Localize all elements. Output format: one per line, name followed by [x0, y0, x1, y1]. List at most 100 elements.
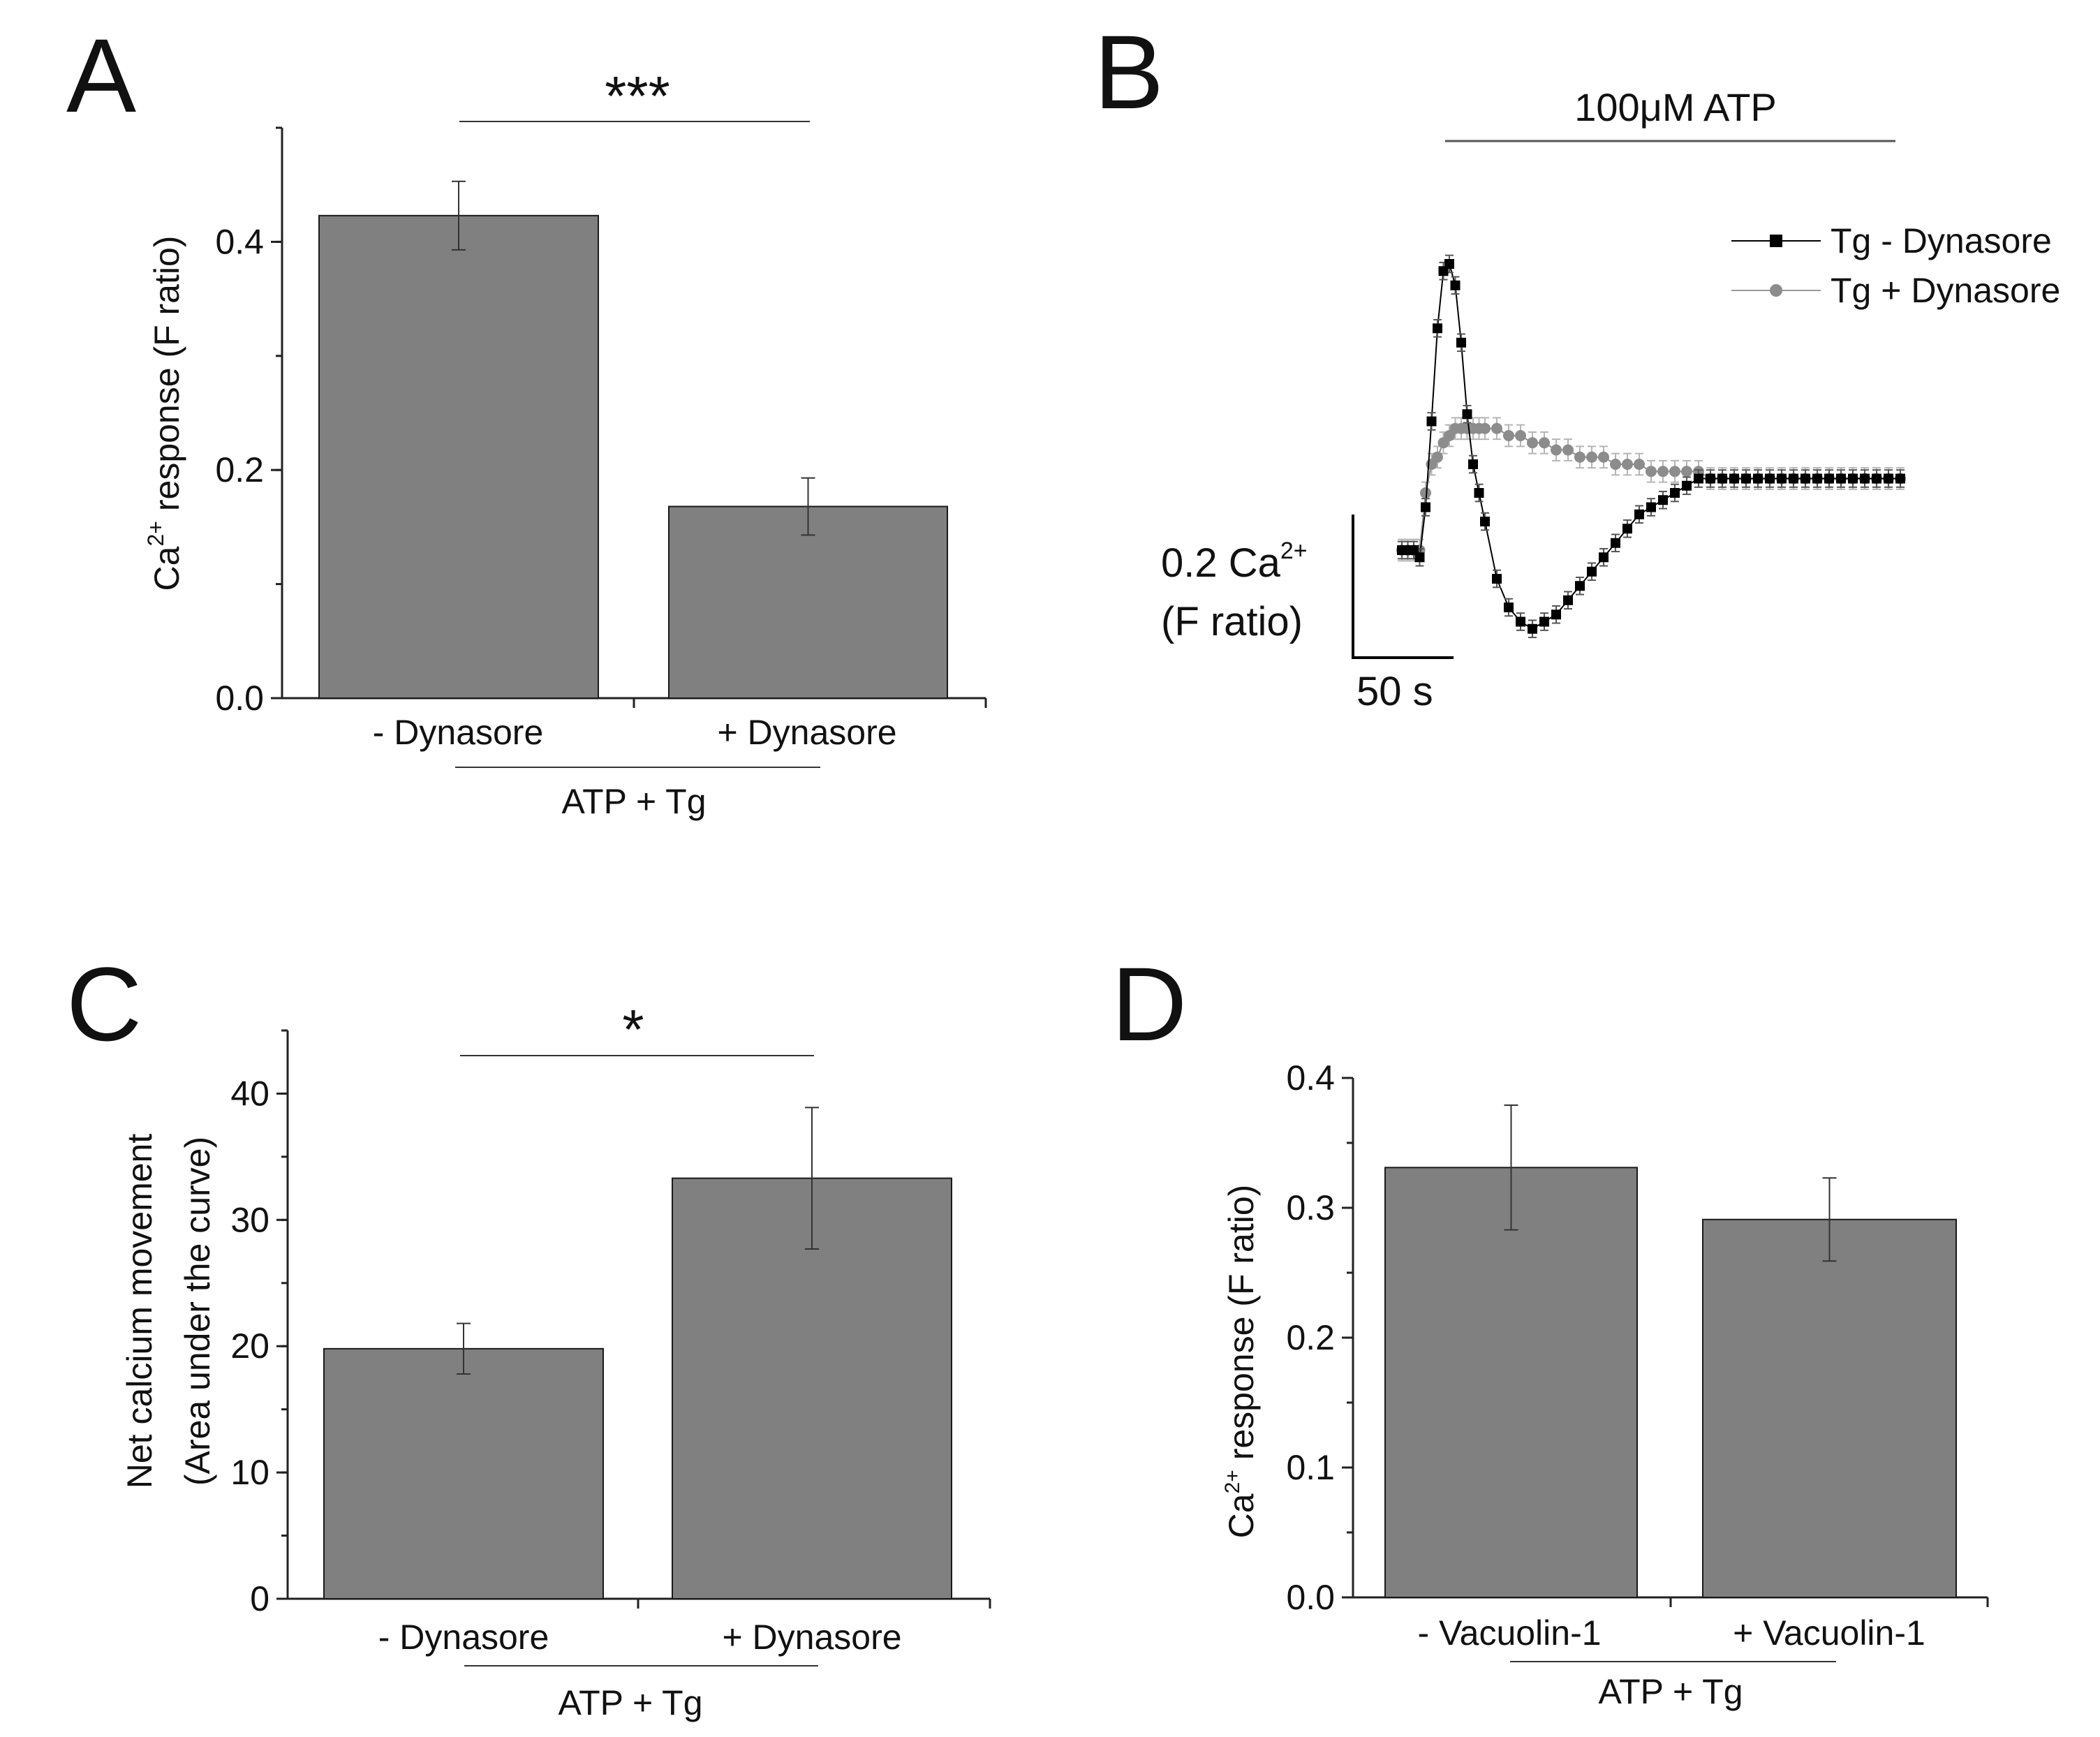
- data-point: [1421, 502, 1430, 512]
- panel-a-y-axis-title: Ca2+ response (F ratio): [143, 236, 186, 591]
- data-point: [1848, 473, 1858, 484]
- data-point: [1669, 466, 1680, 478]
- scale-bar: 0.2 Ca2+ (F ratio) 50 s: [1161, 515, 1454, 714]
- data-point: [1824, 473, 1834, 484]
- panel-c-y-axis-title-line2: (Area under the curve): [178, 1137, 217, 1486]
- legend-label-minus: Tg - Dynasore: [1831, 221, 2052, 260]
- data-point: [1462, 409, 1472, 420]
- data-point: [1872, 473, 1881, 484]
- scale-bar-y-value: 0.2 Ca: [1161, 540, 1281, 586]
- panel-c-category-labels: - Dynasore + Dynasore: [378, 1618, 902, 1657]
- data-point: [1657, 466, 1669, 478]
- data-point: [1468, 459, 1478, 469]
- data-point: [1646, 502, 1656, 512]
- panel-a: A 0.0 0.2 0.4 - Dynasore + Dynasore ATP + …: [66, 17, 987, 821]
- legend-marker-minus: [1770, 235, 1782, 247]
- y-tick-label: 0.0: [215, 679, 264, 718]
- data-point: [1610, 459, 1621, 470]
- data-point: [1800, 473, 1810, 484]
- panel-a-group-label: ATP + Tg: [561, 782, 706, 821]
- data-point: [1575, 581, 1585, 591]
- data-point: [1777, 473, 1787, 484]
- data-point: [1433, 323, 1442, 334]
- y-tick-label: 30: [230, 1200, 269, 1239]
- data-point: [1860, 473, 1870, 484]
- y-tick-label: 0.1: [1286, 1448, 1335, 1487]
- series-tg-minus-dynasore: [1397, 254, 1905, 639]
- panel-letter-c: C: [66, 945, 142, 1063]
- data-point: [1432, 451, 1443, 463]
- data-point: [1444, 259, 1454, 269]
- panel-d-y-axis-title: Ca2+ response (F ratio): [1221, 1185, 1261, 1539]
- panel-d-y-title-main: Ca: [1222, 1493, 1261, 1538]
- data-point: [1717, 473, 1727, 484]
- data-point: [1658, 495, 1668, 505]
- panel-d-category-label: - Vacuolin-1: [1417, 1613, 1601, 1653]
- data-point: [1729, 473, 1739, 484]
- panel-a-y-ticks: 0.0 0.2 0.4: [215, 126, 282, 718]
- panel-b-legend: Tg - Dynasore Tg + Dynasore: [1731, 221, 2060, 310]
- panel-letter-a: A: [66, 17, 136, 134]
- data-point: [1456, 337, 1466, 348]
- data-point: [1562, 444, 1574, 456]
- data-point: [1474, 488, 1484, 498]
- data-point: [1634, 509, 1644, 519]
- data-point: [1551, 444, 1562, 456]
- data-point: [1587, 566, 1597, 577]
- data-point: [1622, 459, 1633, 470]
- data-point: [1503, 430, 1514, 441]
- panel-c-y-axis-title-line1: Net calcium movement: [120, 1134, 159, 1489]
- scale-bar-y-label: 0.2 Ca2+: [1161, 538, 1308, 586]
- panel-d-category-labels: - Vacuolin-1 + Vacuolin-1: [1417, 1613, 1925, 1653]
- scale-bar-x-label: 50 s: [1356, 669, 1433, 714]
- data-point: [1789, 473, 1798, 484]
- data-point: [1599, 552, 1609, 563]
- scale-bar-y-superscript: 2+: [1280, 538, 1308, 564]
- data-point: [1634, 459, 1645, 470]
- bar: [323, 1347, 604, 1599]
- data-point: [1491, 422, 1502, 434]
- panel-a-category-label: + Dynasore: [717, 713, 896, 752]
- data-point: [1426, 416, 1437, 427]
- data-point: [1670, 488, 1680, 498]
- data-point: [1812, 473, 1822, 484]
- legend-label-plus: Tg + Dynasore: [1831, 271, 2060, 310]
- data-point: [1450, 280, 1461, 290]
- data-point: [1539, 616, 1549, 627]
- y-tick-label: 0.4: [215, 222, 264, 261]
- panel-a-significance-marker: ***: [605, 65, 670, 127]
- legend-marker-plus: [1770, 284, 1782, 297]
- panel-a-category-labels: - Dynasore + Dynasore: [373, 713, 897, 752]
- data-point: [1528, 623, 1537, 634]
- panel-d-y-title-superscript: 2+: [1221, 1470, 1244, 1493]
- panel-c-bars: [323, 1107, 952, 1599]
- data-point: [1622, 524, 1632, 534]
- data-point: [1694, 473, 1703, 484]
- series-tg-plus-dynasore: [1396, 417, 1906, 562]
- y-tick-label: 10: [230, 1453, 269, 1492]
- y-tick-label: 20: [230, 1326, 269, 1366]
- data-point: [1598, 451, 1609, 463]
- bar: [1702, 1218, 1957, 1598]
- data-point: [1895, 473, 1905, 484]
- panel-d-y-ticks: 0.0 0.1 0.2 0.3 0.4: [1286, 1058, 1353, 1617]
- panel-b: B 100μM ATP Tg - Dynasore Tg + Dynasore …: [1094, 13, 2060, 714]
- data-point: [1527, 437, 1538, 449]
- data-point: [1706, 473, 1715, 484]
- data-point: [1681, 466, 1692, 478]
- bar: [318, 214, 599, 699]
- panel-d-y-title-rest: response (F ratio): [1222, 1185, 1261, 1470]
- y-tick-label: 0.4: [1286, 1058, 1335, 1097]
- series-line: [1402, 262, 1900, 630]
- y-tick-label: 0.0: [1286, 1578, 1335, 1617]
- bar: [1384, 1167, 1638, 1598]
- y-tick-label: 0: [250, 1579, 269, 1618]
- panel-c: C 0 10 20 30 40 - Dynasore + Dynasore ATP + …: [66, 945, 991, 1722]
- panel-a-y-title-rest: response (F ratio): [147, 236, 186, 521]
- data-point: [1563, 595, 1573, 605]
- scale-bar-y-unit: (F ratio): [1161, 599, 1303, 644]
- panel-a-category-label: - Dynasore: [373, 713, 544, 752]
- panel-a-y-title-main: Ca: [147, 546, 186, 591]
- y-tick-label: 0.3: [1286, 1188, 1335, 1227]
